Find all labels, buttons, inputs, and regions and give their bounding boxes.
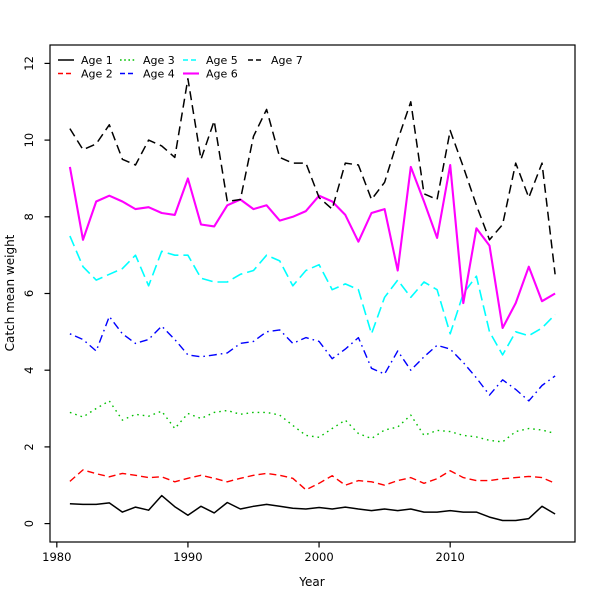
legend-label-age-3: Age 3 [143, 54, 175, 67]
y-tick-label: 8 [22, 213, 36, 220]
x-tick-label: 1990 [173, 550, 202, 564]
series-line-age-6 [68, 163, 556, 330]
y-tick-label: 10 [22, 133, 36, 148]
legend-label-age-1: Age 1 [81, 54, 113, 67]
legend-label-age-4: Age 4 [143, 68, 175, 81]
x-axis-title: Year [298, 575, 324, 589]
legend-label-age-7: Age 7 [271, 54, 303, 67]
legend-label-age-2: Age 2 [81, 68, 113, 81]
y-tick-label: 0 [22, 520, 36, 527]
y-tick-label: 6 [22, 290, 36, 297]
y-tick-label: 12 [22, 56, 36, 71]
series-line-age-5 [69, 235, 556, 356]
y-tick-label: 4 [22, 367, 36, 374]
y-axis-title: Catch mean weight [3, 234, 17, 351]
y-tick-label: 2 [22, 443, 36, 450]
legend-label-age-6: Age 6 [206, 68, 238, 81]
series-line-age-1 [69, 494, 556, 522]
series-line-age-7 [69, 77, 556, 275]
plot-border [49, 44, 576, 543]
x-tick-label: 2010 [436, 550, 465, 564]
legend-label-age-5: Age 5 [206, 54, 238, 67]
series-line-age-3 [69, 400, 556, 443]
x-tick-label: 2000 [304, 550, 333, 564]
series-line-age-4 [69, 315, 556, 402]
x-tick-label: 1980 [42, 550, 71, 564]
series-line-age-2 [69, 469, 556, 491]
